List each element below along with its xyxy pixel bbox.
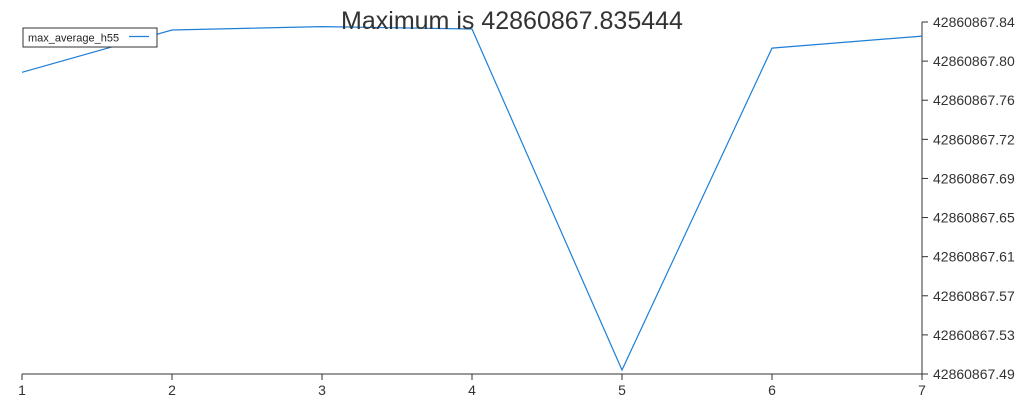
y-tick-label: 42860867.61	[933, 249, 1015, 265]
y-tick-label: 42860867.69	[933, 170, 1015, 186]
x-axis-ticks: 1 2 3 4 5 6 7	[18, 374, 926, 398]
x-tick-label: 3	[318, 382, 326, 398]
y-axis-ticks: 42860867.49 42860867.53 42860867.57 4286086…	[922, 14, 1015, 382]
legend-box	[22, 27, 158, 48]
chart-title: Maximum is 42860867.835444	[341, 7, 683, 35]
x-tick-label: 5	[618, 382, 626, 398]
x-axis: 1 2 3 4 5 6 7	[18, 373, 926, 398]
y-axis: 42860867.49 42860867.53 42860867.57 4286086…	[921, 14, 1015, 382]
x-tick-label: 6	[768, 382, 776, 398]
y-tick-label: 42860867.49	[933, 366, 1015, 382]
x-tick-label: 7	[918, 382, 926, 398]
y-tick-label: 42860867.65	[933, 210, 1015, 226]
x-tick-label: 4	[468, 382, 476, 398]
y-tick-label: 42860867.72	[933, 131, 1015, 147]
series-line	[21, 25, 923, 372]
legend: max_average_h55	[22, 27, 158, 48]
y-tick-label: 42860867.57	[933, 288, 1015, 304]
legend-label: max_average_h55	[28, 33, 119, 45]
x-tick-label: 2	[168, 382, 176, 398]
series-layer	[21, 25, 923, 372]
y-tick-label: 42860867.53	[933, 327, 1015, 343]
y-tick-label: 42860867.76	[933, 92, 1015, 108]
x-tick-label: 1	[18, 382, 26, 398]
y-tick-label: 42860867.80	[933, 53, 1015, 69]
y-tick-label: 42860867.84	[933, 14, 1015, 30]
